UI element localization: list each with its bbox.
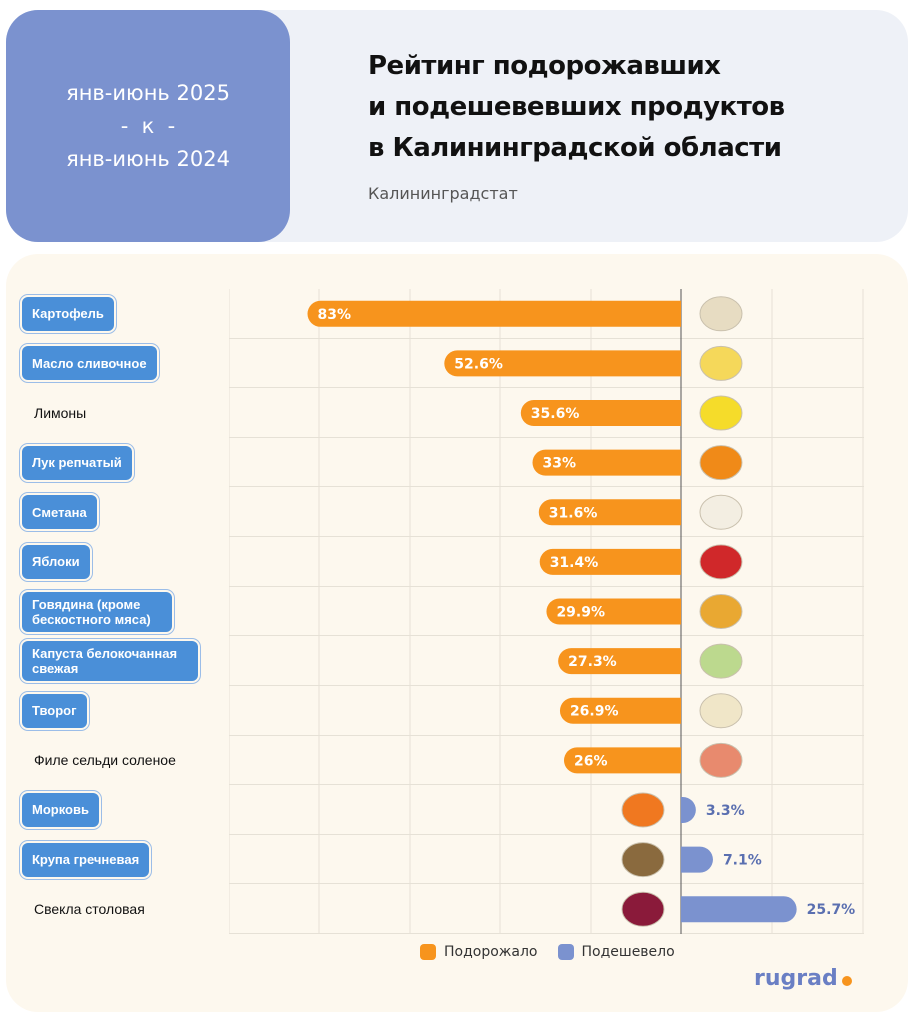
category-label-11: Морковь: [22, 792, 99, 827]
category-label-12: Крупа гречневая: [22, 842, 150, 877]
butter-icon: [699, 345, 743, 381]
carrot-icon: [621, 792, 665, 828]
potato-icon: [699, 296, 743, 332]
bar-12: [681, 846, 713, 873]
icon-shape: [621, 792, 665, 828]
period-line-2: - к -: [120, 113, 176, 138]
icon-shape: [699, 345, 743, 381]
bar-11: [681, 796, 696, 823]
rugrad-logo: rugrad: [754, 966, 852, 991]
icon-shape: [699, 693, 743, 729]
bar-value-label-11: 3.3%: [706, 803, 745, 819]
bar-value-label-2: 52.6%: [454, 356, 503, 372]
icon-shape: [699, 594, 743, 629]
onion-icon: [699, 445, 743, 481]
bar-9: [559, 697, 681, 724]
chart-title: Рейтинг подорожавших и подешевевших прод…: [368, 46, 888, 169]
category-label-7: Говядина (кроме бескостного мяса): [22, 591, 172, 632]
logo-text: rugrad: [754, 966, 838, 991]
category-label-8: Капуста белокочанная свежая: [22, 641, 198, 682]
beet-icon: [621, 891, 665, 927]
sour-cream-icon: [699, 494, 743, 530]
bar-value-label-6: 31.4%: [550, 555, 599, 571]
icon-shape: [699, 296, 743, 332]
cabbage-icon: [699, 643, 743, 679]
bar-value-label-5: 31.6%: [549, 505, 598, 521]
bar-10: [564, 747, 681, 774]
title-line-3: в Калининградской области: [368, 133, 782, 163]
icon-shape: [699, 395, 743, 431]
icon-shape: [699, 445, 743, 481]
period-line-3: янв-июнь 2024: [66, 146, 230, 171]
bar-value-label-12: 7.1%: [723, 853, 762, 869]
bar-1: [307, 300, 681, 327]
period-badge: янв-июнь 2025 - к - янв-июнь 2024: [6, 10, 290, 242]
icon-shape: [699, 643, 743, 679]
category-label-13: Свекла столовая: [34, 901, 145, 918]
legend-swatch-up: [420, 944, 436, 960]
title-line-2: и подешевевших продуктов: [368, 92, 785, 122]
category-label-5: Сметана: [22, 495, 97, 530]
bar-value-label-7: 29.9%: [556, 605, 605, 621]
category-label-6: Яблоки: [22, 544, 90, 579]
legend-swatch-down: [557, 944, 574, 960]
bar-value-label-8: 27.3%: [568, 654, 617, 670]
chart-card: [6, 254, 908, 1012]
icon-shape: [699, 494, 743, 530]
legend-label-up: Подорожало: [444, 944, 538, 960]
category-label-2: Масло сливочное: [22, 346, 157, 381]
bar-8: [558, 648, 681, 675]
legend: Подорожало Подешевело: [420, 944, 695, 960]
bar-value-label-13: 25.7%: [807, 902, 856, 918]
canned-beef-icon: [699, 594, 743, 629]
bar-3: [520, 400, 681, 427]
category-label-3: Лимоны: [34, 405, 87, 422]
bar-4: [532, 449, 681, 476]
legend-item-up: Подорожало: [420, 944, 538, 960]
cottage-cheese-icon: [699, 693, 743, 729]
buckwheat-icon: [621, 842, 665, 878]
lemon-icon: [699, 395, 743, 431]
title-line-1: Рейтинг подорожавших: [368, 51, 721, 81]
bar-6: [539, 548, 681, 575]
bar-chart: 83% 52.6% 35.6% 33% 31.6% 31.4% 29.9% 27.3% 26.9…: [229, 289, 864, 934]
category-label-10: Филе сельди соленое: [34, 752, 176, 769]
icon-shape: [699, 742, 743, 778]
category-label-1: Картофель: [22, 296, 114, 331]
period-line-1: янв-июнь 2025: [66, 80, 230, 105]
bar-value-label-3: 35.6%: [531, 406, 580, 422]
bar-13: [681, 896, 797, 923]
category-label-9: Творог: [22, 693, 87, 728]
bar-5: [538, 499, 681, 526]
icon-shape: [621, 842, 665, 878]
herring-fillet-icon: [699, 742, 743, 778]
category-label-4: Лук репчатый: [22, 445, 132, 480]
legend-item-down: Подешевело: [557, 944, 675, 960]
logo-dot: [841, 975, 852, 986]
source-label: Калининградстат: [368, 184, 518, 203]
bar-2: [444, 350, 681, 377]
bar-value-label-9: 26.9%: [570, 704, 619, 720]
bar-value-label-10: 26%: [574, 753, 608, 769]
legend-label-down: Подешевело: [581, 944, 675, 960]
icon-shape: [699, 544, 743, 580]
bar-7: [546, 598, 681, 625]
bar-value-label-4: 33%: [543, 456, 577, 472]
icon-shape: [621, 891, 665, 927]
apple-icon: [699, 544, 743, 580]
bar-value-label-1: 83%: [318, 307, 352, 323]
